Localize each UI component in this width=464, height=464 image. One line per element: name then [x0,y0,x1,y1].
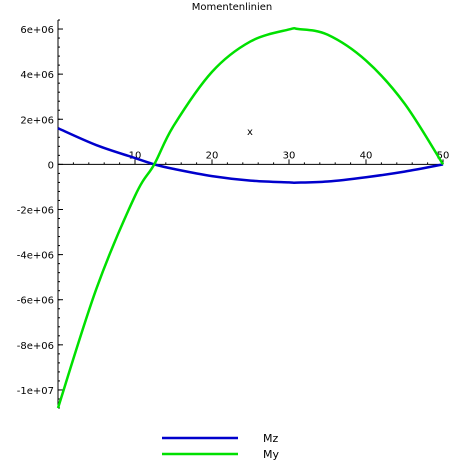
plot-lines [56,26,445,409]
y-tick-label: -2e+06 [17,205,54,216]
legend-label-my: My [263,448,279,461]
legend-label-mz: Mz [263,432,278,445]
y-tick-label: -8e+06 [17,341,54,352]
legend: Mz My [162,432,279,461]
x-tick-label: 50 [437,150,450,161]
y-tick-label: 2e+06 [20,115,54,126]
y-tick-label: 6e+06 [20,25,54,36]
y-tick-label: 0 [48,160,54,171]
axes [57,19,444,409]
x-tick-label: 40 [360,150,373,161]
x-axis-label: x [247,127,253,138]
y-tick-label: -6e+06 [17,296,54,307]
y-tick-label: -4e+06 [17,251,54,262]
tick-labels: 6e+06 4e+06 2e+06 0 -2e+06 -4e+06 -6e+06 -8e+06… [17,25,450,397]
series-line-my [56,26,445,409]
x-tick-label: 30 [283,150,296,161]
chart-title: Momentenlinien [192,2,273,13]
series-line-mz [57,127,444,184]
x-tick-label: 10 [129,150,142,161]
y-tick-label: 4e+06 [20,70,54,81]
x-tick-label: 20 [206,150,219,161]
y-tick-label: -1e+07 [17,386,54,397]
